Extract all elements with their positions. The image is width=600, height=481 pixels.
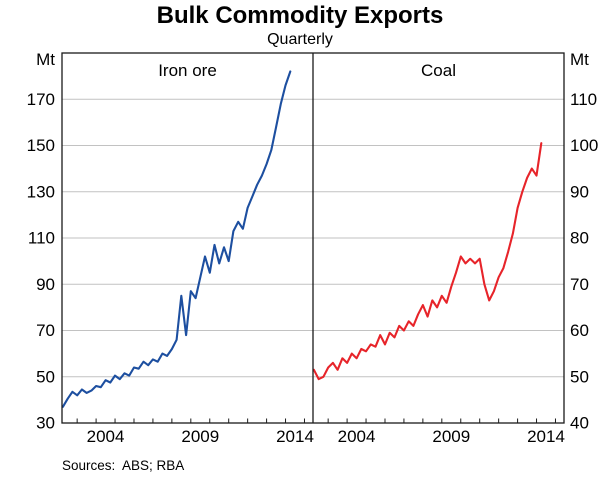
y-tick-label-right: 110 [570,90,597,109]
y-tick-label-right: 70 [570,275,589,294]
y-tick-label-left: 110 [28,229,55,248]
x-tick-label: 2009 [432,427,470,446]
y-tick-label-right: 90 [570,182,589,201]
panel-label: Iron ore [158,61,217,80]
y-tick-label-left: 150 [27,136,55,155]
y-tick-label-right: 50 [570,367,589,386]
x-tick-label: 2014 [276,427,314,446]
x-tick-label: 2014 [527,427,565,446]
y-tick-label-right: 40 [570,414,589,433]
series-line-iron-ore [61,70,292,408]
series-line-coal [312,142,543,381]
y-tick-label-left: 90 [36,275,55,294]
y-tick-label-right: 80 [570,229,589,248]
panel-label: Coal [421,61,456,80]
sources-note: Sources: ABS; RBA [62,458,185,473]
y-tick-label-left: 170 [27,90,55,109]
chart-subtitle: Quarterly [267,31,333,48]
y-tick-label-right: 100 [570,136,598,155]
y-tick-label-left: 70 [36,321,55,340]
y-tick-label-left: 50 [36,367,55,386]
y-tick-label-left: 130 [27,182,55,201]
y-tick-label-right: 60 [570,321,589,340]
y-tick-label-left: 30 [36,414,55,433]
x-tick-label: 2004 [338,427,376,446]
chart-title: Bulk Commodity Exports [156,2,444,29]
unit-label-left: Mt [36,50,55,69]
x-tick-label: 2009 [181,427,219,446]
x-tick-label: 2004 [87,427,125,446]
unit-label-right: Mt [570,50,589,69]
